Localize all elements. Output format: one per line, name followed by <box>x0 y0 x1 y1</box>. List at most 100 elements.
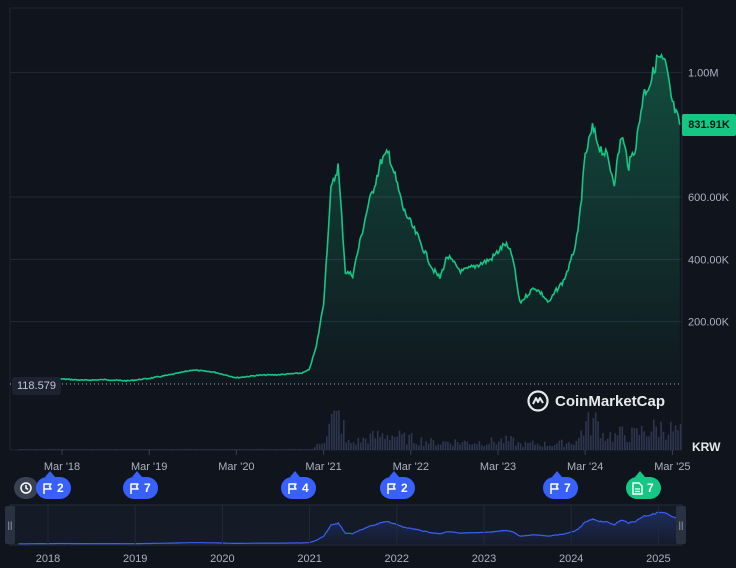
volume-bar <box>86 449 88 450</box>
volume-bar <box>393 437 396 450</box>
volume-bar <box>226 449 229 450</box>
volume-bar <box>20 449 23 450</box>
volume-bar <box>498 441 500 450</box>
volume-bar <box>197 449 200 450</box>
navigator-area <box>18 512 680 544</box>
x-tick-label: Mar '24 <box>567 461 603 473</box>
volume-bar <box>531 440 534 450</box>
volume-bar <box>573 444 575 450</box>
volume-bar <box>185 448 188 450</box>
volume-bar <box>350 443 352 450</box>
volume-bar <box>250 449 253 450</box>
volume-bar <box>49 449 52 450</box>
volume-bar <box>522 447 524 450</box>
volume-bar <box>190 449 192 450</box>
event-marker[interactable]: 7 <box>543 477 578 499</box>
volume-bar <box>430 438 432 450</box>
volume-bar <box>54 449 57 450</box>
volume-bar <box>289 449 292 450</box>
volume-bar <box>369 433 372 450</box>
volume-bar <box>224 449 226 450</box>
volume-bar <box>495 444 498 450</box>
volume-bar <box>270 449 272 450</box>
volume-bar <box>76 449 79 450</box>
volume-bar <box>352 442 355 450</box>
navigator[interactable]: 2018 2019 2020 2021 2022 2023 2024 2025 <box>9 504 683 565</box>
volume-bar <box>529 442 532 450</box>
event-pointer <box>635 471 645 477</box>
volume-bar <box>633 428 636 450</box>
volume-bar <box>301 449 304 450</box>
event-marker[interactable]: 2 <box>380 477 415 499</box>
volume-bar <box>437 444 439 450</box>
volume-bar <box>447 441 449 450</box>
volume-bar <box>95 449 98 450</box>
volume-bar <box>459 444 461 450</box>
volume-bar <box>570 444 573 450</box>
watermark-text: CoinMarketCap <box>555 392 666 410</box>
volume-bar <box>88 449 91 450</box>
volume-bar <box>231 449 234 450</box>
volume-bar <box>28 449 30 450</box>
volume-bar <box>280 449 282 450</box>
volume-bar <box>229 449 231 450</box>
volume-bar <box>655 426 657 450</box>
current-price-badge: 831.91K <box>682 114 736 136</box>
volume-bar <box>485 444 488 450</box>
volume-bar <box>364 438 367 450</box>
flag-icon <box>130 482 139 494</box>
volume-bar <box>265 449 268 450</box>
volume-bar <box>660 421 662 450</box>
event-pointer <box>552 471 562 477</box>
event-marker[interactable]: 7 <box>626 477 661 499</box>
volume-bar <box>638 434 641 450</box>
volume-bar <box>362 437 364 450</box>
flag-icon <box>387 482 396 494</box>
y-axis: 200.00K 400.00K 600.00K 1.00M <box>688 67 730 328</box>
volume-bar <box>74 449 76 450</box>
volume-bar <box>263 449 265 450</box>
event-marker[interactable]: 2 <box>36 477 71 499</box>
y-tick-label: 600.00K <box>688 192 730 204</box>
price-area-fill <box>18 54 680 385</box>
navigator-line <box>18 511 681 545</box>
volume-bar <box>171 449 173 450</box>
history-button[interactable] <box>14 477 38 499</box>
volume-bar <box>79 449 81 450</box>
x-tick-label: Mar '21 <box>305 461 341 473</box>
x-axis: Mar '18 Mar '19 Mar '20 Mar '21 Mar '22 Mar '… <box>44 450 691 473</box>
volume-bar <box>483 446 486 450</box>
volume-bar <box>146 449 149 450</box>
volume-bar <box>611 441 614 450</box>
volume-bar <box>105 449 108 450</box>
volume-bar <box>200 449 202 450</box>
volume-bar <box>473 443 476 450</box>
volume-bar <box>42 449 45 450</box>
volume-bar <box>580 430 582 450</box>
navigator-year-label: 2020 <box>210 553 234 565</box>
volume-bar <box>662 431 665 450</box>
volume-bar <box>64 449 66 450</box>
event-marker[interactable]: 4 <box>281 477 316 499</box>
volume-bar <box>214 449 217 450</box>
volume-bar <box>93 449 96 450</box>
volume-bar <box>628 442 631 450</box>
volume-bar <box>493 441 495 450</box>
volume-bar <box>546 446 548 450</box>
volume-bar <box>260 449 263 450</box>
volume-bar <box>255 449 258 450</box>
navigator-left-handle[interactable]: || <box>5 506 15 544</box>
event-count: 4 <box>302 481 309 495</box>
event-marker[interactable]: 7 <box>123 477 158 499</box>
navigator-right-handle[interactable]: || <box>676 506 686 544</box>
volume-bar <box>18 449 20 450</box>
volume-bar <box>527 443 529 450</box>
event-count: 7 <box>564 481 571 495</box>
price-line <box>18 52 681 384</box>
volume-bar <box>534 444 536 450</box>
volume-bar <box>439 444 442 450</box>
volume-bar <box>374 438 377 450</box>
volume-bar <box>500 438 502 450</box>
volume-bar <box>304 449 306 450</box>
